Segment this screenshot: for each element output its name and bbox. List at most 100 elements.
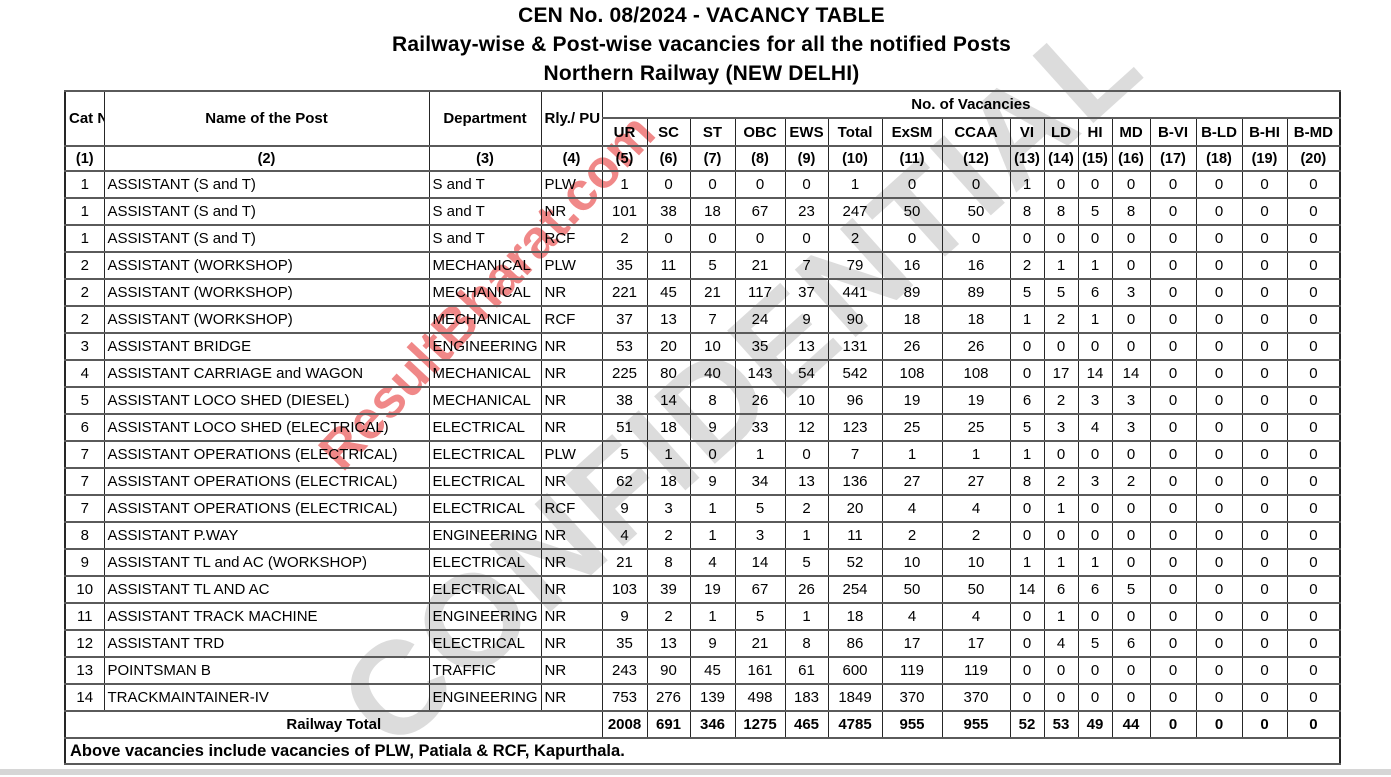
column-number-15: (15) <box>1077 145 1113 172</box>
department-cell: MECHANICAL <box>428 251 542 280</box>
vacancy-value-ur: 35 <box>601 629 648 658</box>
vacancy-value-b-md: 0 <box>1286 170 1341 199</box>
vacancy-value-total: 1849 <box>827 683 883 712</box>
vacancy-value-obc: 26 <box>734 386 786 415</box>
vacancy-value-b-vi: 0 <box>1149 683 1197 712</box>
vacancy-value-st: 9 <box>689 467 736 496</box>
vacancy-value-b-vi: 0 <box>1149 575 1197 604</box>
cat-no-cell: 14 <box>64 683 105 712</box>
department-cell: ELECTRICAL <box>428 440 542 469</box>
total-value-b-md: 0 <box>1286 710 1341 739</box>
column-number-11: (11) <box>881 145 943 172</box>
total-value-ccaa: 955 <box>941 710 1011 739</box>
vacancy-value-vi: 2 <box>1009 251 1045 280</box>
vacancy-value-total: 136 <box>827 467 883 496</box>
col-group-vacancies: No. of Vacancies <box>601 90 1341 119</box>
column-number-18: (18) <box>1195 145 1243 172</box>
vacancy-value-sc: 18 <box>646 413 691 442</box>
vacancy-value-sc: 8 <box>646 548 691 577</box>
vacancy-value-b-md: 0 <box>1286 629 1341 658</box>
vacancy-value-hi: 0 <box>1077 224 1113 253</box>
col-header-total: Total <box>827 117 883 147</box>
cat-no-cell: 1 <box>64 170 105 199</box>
column-number-14: (14) <box>1043 145 1079 172</box>
vacancy-value-b-vi: 0 <box>1149 467 1197 496</box>
vacancy-value-b-vi: 0 <box>1149 440 1197 469</box>
total-value-b-vi: 0 <box>1149 710 1197 739</box>
table-row: 8 ASSISTANT P.WAY ENGINEERING NR 4 2 1 3 1 11 2 2 0 0… <box>64 521 1341 550</box>
vacancy-value-obc: 67 <box>734 575 786 604</box>
vacancy-table: Cat No Name of the Post Department Rly./… <box>64 90 1342 765</box>
vacancy-value-md: 0 <box>1111 602 1151 631</box>
col-header-ld: LD <box>1043 117 1079 147</box>
vacancy-value-md: 0 <box>1111 656 1151 685</box>
rly-pu-cell: PLW <box>540 251 603 280</box>
vacancy-value-hi: 14 <box>1077 359 1113 388</box>
vacancy-value-ews: 1 <box>784 602 829 631</box>
vacancy-value-vi: 14 <box>1009 575 1045 604</box>
table-row: 3 ASSISTANT BRIDGE ENGINEERING NR 53 20 10 35 13… <box>64 332 1341 361</box>
vacancy-value-sc: 14 <box>646 386 691 415</box>
post-name-cell: ASSISTANT OPERATIONS (ELECTRICAL) <box>103 494 430 523</box>
total-value-b-hi: 0 <box>1241 710 1288 739</box>
vacancy-value-hi: 3 <box>1077 386 1113 415</box>
vacancy-value-hi: 6 <box>1077 278 1113 307</box>
vacancy-value-st: 139 <box>689 683 736 712</box>
vacancy-value-exsm: 16 <box>881 251 943 280</box>
col-header-exsm: ExSM <box>881 117 943 147</box>
cat-no-cell: 7 <box>64 440 105 469</box>
vacancy-value-vi: 1 <box>1009 440 1045 469</box>
table-row: 14 TRACKMAINTAINER-IV ENGINEERING NR 753 276 1… <box>64 683 1341 712</box>
vacancy-value-st: 9 <box>689 629 736 658</box>
vacancy-value-md: 8 <box>1111 197 1151 226</box>
vacancy-value-ld: 2 <box>1043 305 1079 334</box>
vacancy-value-ccaa: 0 <box>941 170 1011 199</box>
post-name-cell: ASSISTANT (S and T) <box>103 197 430 226</box>
vacancy-value-ccaa: 16 <box>941 251 1011 280</box>
vacancy-value-ews: 2 <box>784 494 829 523</box>
vacancy-value-b-md: 0 <box>1286 575 1341 604</box>
rly-pu-cell: NR <box>540 197 603 226</box>
vacancy-value-hi: 4 <box>1077 413 1113 442</box>
vacancy-value-st: 18 <box>689 197 736 226</box>
vacancy-value-b-vi: 0 <box>1149 386 1197 415</box>
vacancy-value-total: 79 <box>827 251 883 280</box>
column-number-20: (20) <box>1286 145 1341 172</box>
vacancy-value-b-hi: 0 <box>1241 683 1288 712</box>
vacancy-value-exsm: 19 <box>881 386 943 415</box>
vacancy-value-obc: 161 <box>734 656 786 685</box>
vacancy-value-total: 52 <box>827 548 883 577</box>
column-number-row: (1) (2) (3) (4) (5) (6) (7) (8) (9) (10) (11) (12)(… <box>64 145 1341 172</box>
railway-title: Northern Railway (NEW DELHI) <box>543 62 860 85</box>
department-cell: S and T <box>428 224 542 253</box>
vacancy-value-ur: 1 <box>601 170 648 199</box>
vacancy-value-obc: 0 <box>734 224 786 253</box>
vacancy-value-vi: 0 <box>1009 521 1045 550</box>
vacancy-value-ur: 5 <box>601 440 648 469</box>
vacancy-value-md: 6 <box>1111 629 1151 658</box>
vacancy-value-ur: 221 <box>601 278 648 307</box>
total-value-md: 44 <box>1111 710 1151 739</box>
vacancy-value-b-ld: 0 <box>1195 305 1243 334</box>
vacancy-value-b-md: 0 <box>1286 305 1341 334</box>
rly-pu-cell: NR <box>540 278 603 307</box>
vacancy-value-ccaa: 89 <box>941 278 1011 307</box>
vacancy-value-ews: 12 <box>784 413 829 442</box>
vacancy-value-st: 1 <box>689 494 736 523</box>
vacancy-value-vi: 0 <box>1009 224 1045 253</box>
post-name-cell: ASSISTANT OPERATIONS (ELECTRICAL) <box>103 440 430 469</box>
vacancy-value-obc: 5 <box>734 494 786 523</box>
vacancy-value-ld: 3 <box>1043 413 1079 442</box>
cat-no-cell: 7 <box>64 494 105 523</box>
column-number-19: (19) <box>1241 145 1288 172</box>
vacancy-value-b-hi: 0 <box>1241 305 1288 334</box>
total-value-total: 4785 <box>827 710 883 739</box>
table-row: 2 ASSISTANT (WORKSHOP) MECHANICAL PLW 35 11 5 2… <box>64 251 1341 280</box>
col-header-cat-no: Cat No <box>64 90 105 147</box>
vacancy-value-st: 10 <box>689 332 736 361</box>
column-number-8: (8) <box>734 145 786 172</box>
vacancy-value-ur: 4 <box>601 521 648 550</box>
vacancy-value-st: 19 <box>689 575 736 604</box>
vacancy-value-ur: 103 <box>601 575 648 604</box>
vacancy-value-vi: 5 <box>1009 413 1045 442</box>
